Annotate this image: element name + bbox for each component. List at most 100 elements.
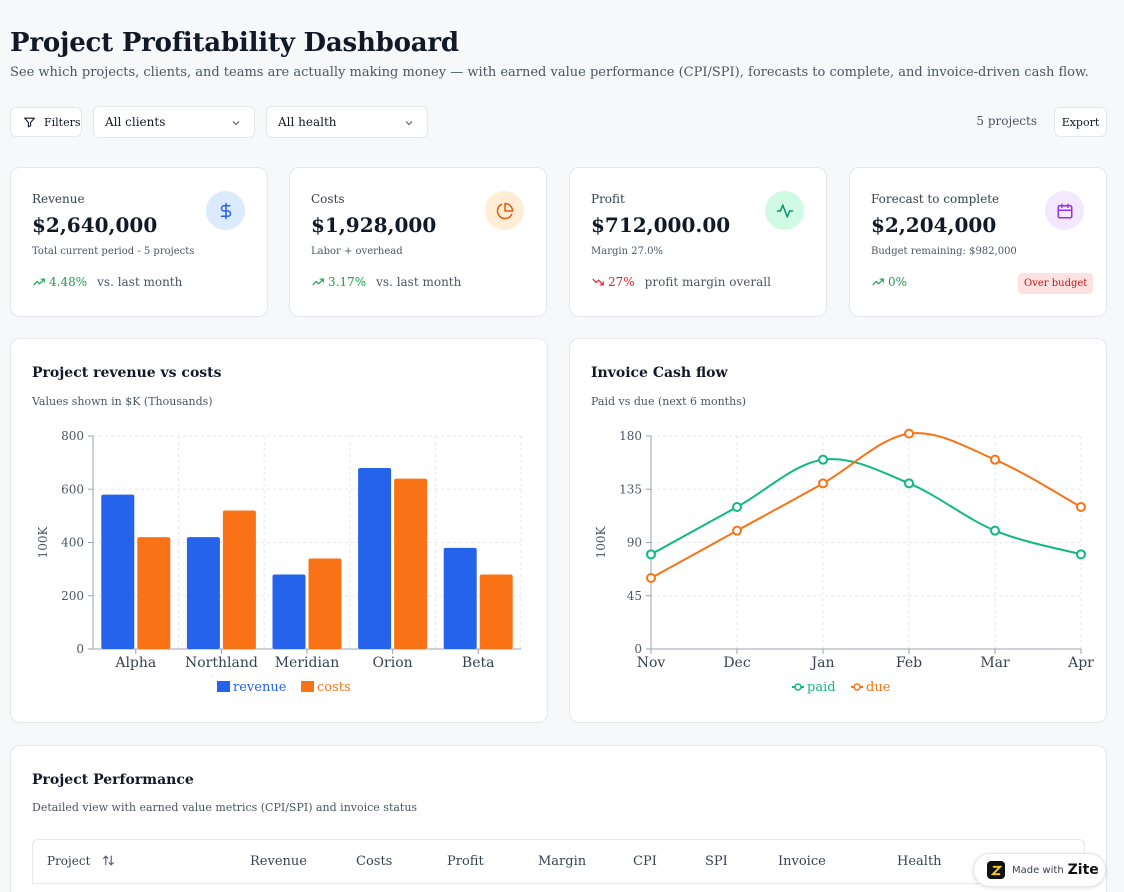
- kpi-trend: 0%: [871, 275, 907, 289]
- bar-costs: [222, 510, 256, 649]
- point-paid: [1076, 549, 1086, 560]
- column-header-invoice[interactable]: Invoice: [778, 854, 826, 869]
- chevron-down-icon: [232, 121, 240, 126]
- column-header-margin[interactable]: Margin: [538, 854, 587, 869]
- x-tick-label: Mar: [980, 655, 1010, 671]
- filter-icon: [24, 117, 35, 127]
- y-tick-label: 45: [627, 589, 642, 603]
- x-tick-label: Meridian: [275, 655, 340, 671]
- dollar-icon: [206, 191, 245, 230]
- y-tick-label: 0: [76, 642, 84, 656]
- client-select[interactable]: All clients: [93, 106, 255, 138]
- point-paid: [818, 454, 828, 465]
- column-header-project[interactable]: Project: [47, 854, 115, 868]
- point-paid: [904, 478, 914, 489]
- legend-label-paid: paid: [807, 680, 836, 695]
- revenue-costs-chart: 0 200 400 600 800 100K Alpha Northland Meridian O…: [36, 429, 522, 695]
- trending-up-icon: [312, 278, 324, 286]
- column-header-revenue[interactable]: Revenue: [250, 854, 307, 869]
- card-title: Project revenue vs costs: [32, 365, 222, 381]
- point-due: [904, 428, 914, 439]
- bar-costs: [308, 558, 342, 649]
- point-due: [646, 573, 656, 583]
- kpi-label: Revenue: [32, 192, 85, 206]
- card-subtitle: Values shown in $K (Thousands): [32, 395, 213, 408]
- bar-revenue: [358, 467, 392, 649]
- made-with-label: Made with: [1012, 864, 1064, 876]
- bar-revenue: [272, 574, 306, 649]
- x-tick-label: Jan: [810, 655, 835, 671]
- y-tick-label: 200: [61, 589, 84, 603]
- cashflow-chart: 0 45 90 135 180 100K Nov Dec Jan Feb Mar Apr paid due: [594, 428, 1094, 695]
- revenue-costs-card: Project revenue vs costs Values shown in…: [10, 338, 548, 723]
- project-count: 5 projects: [976, 114, 1037, 128]
- y-tick-label: 600: [61, 482, 84, 496]
- legend-label-due: due: [866, 680, 891, 695]
- cashflow-card: Invoice Cash flow Paid vs due (next 6 mo…: [569, 338, 1107, 723]
- column-header-health[interactable]: Health: [897, 854, 942, 869]
- kpi-note: Labor + overhead: [311, 246, 403, 257]
- point-paid: [990, 525, 1000, 536]
- y-tick-label: 135: [619, 482, 642, 496]
- zite-logo-icon: [987, 861, 1005, 879]
- y-tick-label: 0: [634, 642, 642, 656]
- kpi-label: Forecast to complete: [871, 192, 1000, 206]
- kpi-value: $712,000.00: [591, 213, 731, 237]
- column-header-cpi[interactable]: CPI: [633, 854, 657, 869]
- filters-button-label: Filters: [44, 115, 81, 129]
- filters-button[interactable]: Filters: [10, 107, 82, 137]
- column-header-costs[interactable]: Costs: [356, 854, 393, 869]
- bar-revenue: [186, 537, 220, 649]
- point-paid: [646, 549, 656, 560]
- kpi-trend-text: vs. last month: [97, 275, 183, 289]
- bar-costs: [479, 574, 513, 649]
- project-performance-card: Project Performance Detailed view with e…: [10, 745, 1107, 892]
- point-due: [818, 478, 828, 489]
- kpi-label: Costs: [311, 192, 345, 206]
- legend-marker-due: [853, 683, 861, 691]
- made-with-zite-badge[interactable]: Made with Zite: [973, 853, 1106, 887]
- kpi-label: Profit: [591, 192, 625, 206]
- y-tick-label: 180: [619, 429, 642, 443]
- card-title: Invoice Cash flow: [591, 365, 728, 381]
- x-tick-label: Orion: [373, 655, 413, 671]
- card-subtitle: Paid vs due (next 6 months): [591, 395, 747, 408]
- export-button[interactable]: Export: [1054, 107, 1107, 137]
- point-due: [990, 454, 1000, 465]
- table-header: Project Revenue Costs Profit Margin CPI …: [32, 839, 1085, 884]
- legend-swatch-revenue: [217, 681, 230, 692]
- health-select-value: All health: [278, 115, 337, 129]
- kpi-trend-value: 27%: [608, 275, 635, 289]
- line-paid: [650, 458, 1082, 556]
- kpi-value: $1,928,000: [311, 213, 437, 237]
- y-axis-label: 100K: [594, 526, 608, 559]
- x-tick-label: Alpha: [114, 655, 156, 671]
- kpi-trend: 27% profit margin overall: [591, 275, 771, 289]
- sort-icon[interactable]: [102, 854, 115, 867]
- kpi-trend: 4.48% vs. last month: [32, 275, 182, 289]
- kpi-trend-text: profit margin overall: [644, 275, 771, 289]
- y-axis-label: 100K: [36, 526, 50, 559]
- x-tick-label: Feb: [896, 655, 922, 671]
- trending-up-icon: [872, 278, 884, 286]
- bar-costs: [394, 478, 428, 649]
- x-tick-label: Nov: [637, 655, 666, 671]
- kpi-note: Budget remaining: $982,000: [871, 246, 1017, 257]
- point-paid: [732, 502, 742, 512]
- kpi-trend-value: 0%: [888, 275, 908, 289]
- column-header-profit[interactable]: Profit: [447, 854, 484, 869]
- kpi-trend-value: 3.17%: [328, 275, 367, 289]
- bar-costs: [137, 537, 171, 649]
- client-select-value: All clients: [105, 115, 166, 129]
- column-header-spi[interactable]: SPI: [705, 854, 728, 869]
- x-tick-label: Northland: [185, 655, 258, 671]
- kpi-card-revenue: Revenue $2,640,000 Total current period …: [10, 167, 268, 317]
- chevron-down-icon: [405, 121, 413, 126]
- page-subtitle: See which projects, clients, and teams a…: [10, 65, 1089, 80]
- health-select[interactable]: All health: [266, 106, 428, 138]
- x-tick-label: Dec: [723, 655, 751, 671]
- kpi-card-forecast: Forecast to complete $2,204,000 Budget r…: [849, 167, 1107, 317]
- point-due: [732, 525, 742, 536]
- page-title: Project Profitability Dashboard: [10, 28, 459, 58]
- kpi-note: Total current period - 5 projects: [32, 246, 195, 257]
